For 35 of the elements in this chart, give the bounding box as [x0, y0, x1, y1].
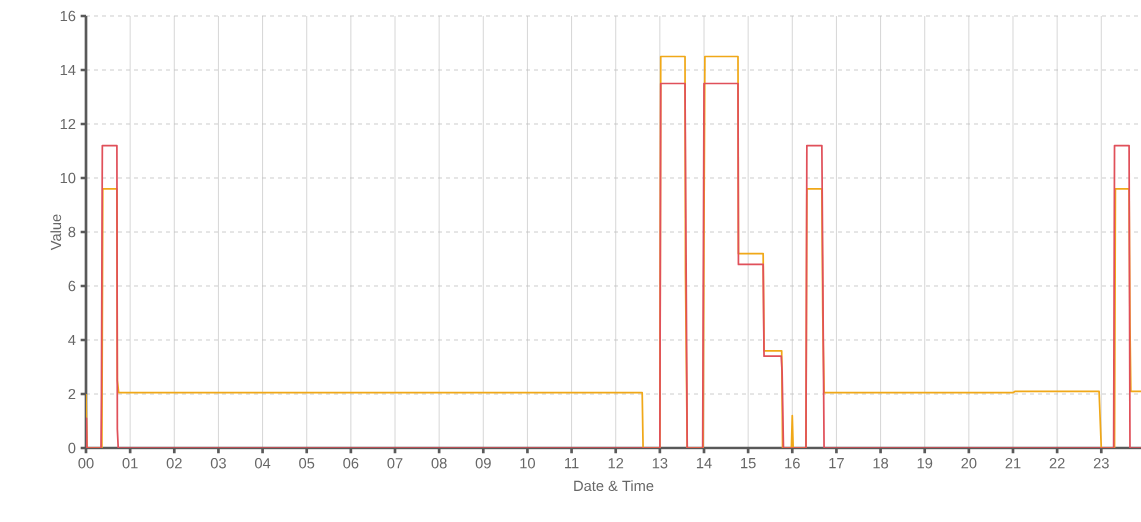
- y-tick-label: 4: [68, 334, 76, 346]
- x-tick-label: 09: [475, 458, 491, 469]
- x-tick-label: 02: [166, 458, 182, 469]
- y-axis-title: Value: [50, 214, 62, 251]
- y-tick-label: 14: [60, 64, 76, 76]
- x-tick-label: 23: [1093, 458, 1109, 469]
- y-tick-label: 8: [68, 226, 76, 238]
- y-tick-label: 12: [60, 118, 76, 130]
- x-tick-label: 21: [1005, 458, 1021, 469]
- x-tick-label: 22: [1049, 458, 1065, 469]
- x-tick-label: 08: [431, 458, 447, 469]
- x-tick-label: 14: [696, 458, 712, 469]
- x-tick-label: 19: [917, 458, 933, 469]
- y-tick-label: 10: [60, 172, 76, 184]
- x-tick-label: 12: [608, 458, 624, 469]
- y-tick-label: 0: [68, 442, 76, 454]
- x-tick-label: 06: [343, 458, 359, 469]
- x-tick-label: 13: [652, 458, 668, 469]
- x-tick-label: 20: [961, 458, 977, 469]
- x-tick-label: 07: [387, 458, 403, 469]
- x-tick-label: 04: [254, 458, 271, 469]
- x-tick-label: 11: [565, 458, 579, 469]
- x-tick-label: 16: [785, 458, 800, 469]
- x-axis-title: Date & Time: [574, 480, 654, 492]
- x-tick-label: 10: [520, 458, 535, 469]
- x-tick-label: 01: [122, 458, 138, 469]
- y-tick-label: 6: [68, 280, 76, 292]
- y-tick-label: 2: [68, 388, 76, 400]
- x-tick-label: 17: [829, 458, 844, 469]
- x-tick-label: 18: [873, 458, 889, 469]
- x-tick-label: 03: [210, 458, 226, 469]
- x-tick-label: 15: [741, 458, 756, 469]
- x-tick-label: 05: [299, 458, 315, 469]
- y-tick-label: 16: [60, 10, 76, 22]
- x-tick-label: 00: [78, 458, 94, 469]
